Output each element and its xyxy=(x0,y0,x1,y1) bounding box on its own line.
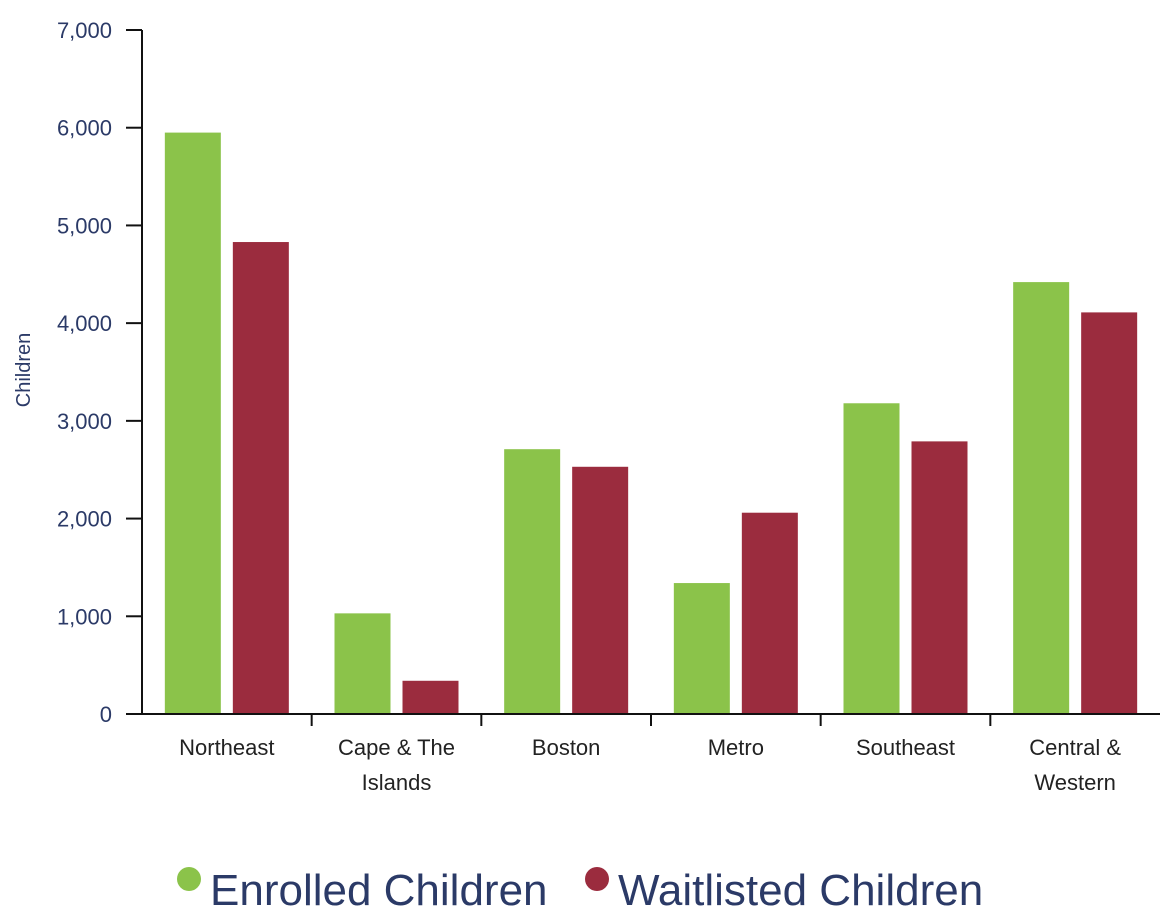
bar-waitlisted-children xyxy=(232,242,289,715)
bar-waitlisted-children xyxy=(1081,312,1138,714)
bar-enrolled-children xyxy=(504,449,561,714)
x-tick-label: Southeast xyxy=(856,735,955,760)
bars-group xyxy=(164,132,1138,715)
x-tick-label: Northeast xyxy=(179,735,274,760)
bar-enrolled-children xyxy=(1013,282,1070,714)
x-axis-labels: Northeast Cape & The Islands Boston Metro Sou… xyxy=(179,714,1121,795)
axes-group xyxy=(126,30,1160,715)
y-tick-label: 6,000 xyxy=(57,116,112,141)
y-tick-label: 2,000 xyxy=(57,507,112,532)
y-tick-label: 3,000 xyxy=(57,409,112,434)
legend-label: Enrolled Children xyxy=(210,866,548,911)
x-tick-label: Central & Western xyxy=(1029,735,1121,795)
x-tick-label: Boston xyxy=(532,735,601,760)
y-axis-title: Children xyxy=(13,333,35,407)
y-tick-label: 5,000 xyxy=(57,213,112,238)
x-tick-label: Metro xyxy=(708,735,764,760)
y-axis-ticks: 0 1,000 2,000 3,000 4,000 5,000 6,000 7,000 xyxy=(57,18,142,727)
legend-label: Waitlisted Children xyxy=(618,866,983,911)
bar-waitlisted-children xyxy=(572,466,629,714)
y-tick-label: 4,000 xyxy=(57,311,112,336)
y-tick-label: 7,000 xyxy=(57,18,112,43)
legend-marker-icon xyxy=(177,867,201,891)
bar-waitlisted-children xyxy=(741,512,798,714)
y-tick-label: 1,000 xyxy=(57,604,112,629)
x-tick-label: Cape & The Islands xyxy=(338,735,455,795)
bar-enrolled-children xyxy=(334,613,391,714)
y-axis-title-group: Children xyxy=(13,333,35,407)
legend-marker-icon xyxy=(585,867,609,891)
bar-enrolled-children xyxy=(673,583,730,714)
bar-enrolled-children xyxy=(164,132,221,715)
bar-waitlisted-children xyxy=(402,680,459,714)
bar-waitlisted-children xyxy=(911,441,968,714)
y-tick-label: 0 xyxy=(100,702,112,727)
legend: Enrolled Children Waitlisted Children xyxy=(177,866,983,911)
bar-enrolled-children xyxy=(843,403,900,714)
